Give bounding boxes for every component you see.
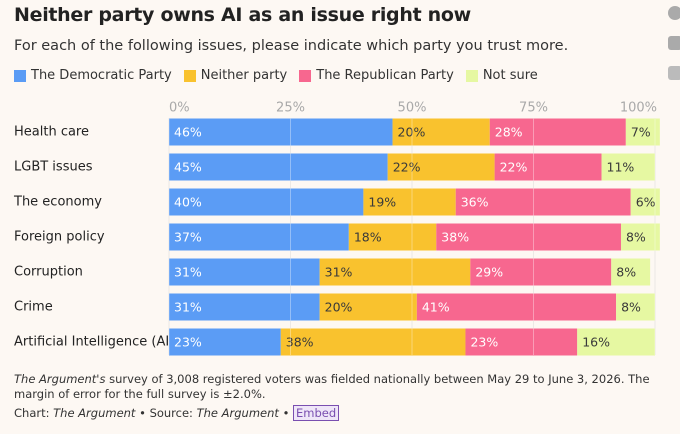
legend: The Democratic Party Neither party The Rep… [14,68,538,83]
x-tick-label: 50% [398,101,427,116]
x-tick-label: 0% [169,101,190,116]
x-tick-label: 75% [519,101,548,116]
y-tick-label: The economy [13,195,102,210]
legend-label: The Republican Party [316,68,454,83]
separator: • [282,406,290,420]
bar-segment [436,223,621,251]
data-label: 45% [174,160,202,175]
y-tick-label: LGBT issues [14,160,93,175]
y-tick-label: Corruption [14,265,83,280]
note-text: survey of 3,008 registered voters was fi… [14,372,650,401]
bar-segment [630,188,660,216]
chart-label: Chart: [14,406,50,420]
bar-segment [169,293,320,321]
data-label: 18% [354,230,382,245]
legend-item: Neither party [183,68,288,83]
source-label: Source: [149,406,193,420]
facebook-icon[interactable] [668,6,680,20]
bar-segment [465,328,578,356]
bar-segment [416,293,617,321]
legend-swatch [183,69,196,82]
data-label: 36% [461,195,489,210]
data-label: 40% [174,195,202,210]
data-label: 22% [500,160,528,175]
data-label: 31% [325,265,353,280]
linkedin-icon[interactable] [668,36,680,50]
data-label: 29% [475,265,503,280]
bar-segment [169,258,320,286]
data-label: 16% [582,335,610,350]
chart-title: Neither party owns AI as an issue right … [14,4,471,26]
bar-segment [392,118,490,146]
bar-segment [319,258,471,286]
data-label: 41% [422,300,450,315]
data-label: 8% [621,300,641,315]
legend-item: Not sure [465,68,538,83]
data-label: 11% [607,160,635,175]
bar-segment [625,118,660,146]
y-tick-label: Crime [14,300,53,315]
chart-subtitle: For each of the following issues, please… [14,38,569,54]
data-label: 38% [286,335,314,350]
bar-segment [489,118,626,146]
y-tick-label: Artificial Intelligence (AI) [14,335,174,350]
bar-segment [169,328,281,356]
legend-label: Not sure [482,68,538,83]
data-label: 38% [441,230,469,245]
bar-segment [348,223,437,251]
bar-segment [470,258,612,286]
data-label: 6% [636,195,656,210]
y-tick-label: Foreign policy [14,230,105,245]
data-label: 28% [495,125,523,140]
bar-segment [455,188,631,216]
bar-segment [169,153,388,181]
bar-segment [387,153,495,181]
credit: Chart: The Argument • Source: The Argume… [14,405,340,421]
data-label: 19% [368,195,396,210]
data-label: 20% [325,300,353,315]
data-label: 20% [398,125,426,140]
y-tick-label: Health care [14,125,89,140]
data-label: 31% [174,265,202,280]
data-label: 8% [616,265,636,280]
x-icon[interactable] [668,66,680,80]
footnote: The Argument's survey of 3,008 registere… [14,372,654,402]
bar-segment [494,153,602,181]
legend-item: The Democratic Party [14,68,172,83]
source: The Argument [196,406,279,420]
x-tick-label: 25% [276,101,305,116]
data-label: 37% [174,230,202,245]
data-label: 23% [470,335,498,350]
data-label: 7% [631,125,651,140]
bar-segment [169,188,364,216]
legend-label: The Democratic Party [31,68,172,83]
data-label: 23% [174,335,202,350]
legend-swatch [299,69,312,82]
bar-segment [577,328,655,356]
legend-swatch [14,69,26,82]
bar-segment [280,328,466,356]
note-source: The Argument's [14,372,106,386]
data-label: 31% [174,300,202,315]
legend-label: Neither party [200,68,288,83]
bar-segment [616,293,655,321]
bar-segment [620,223,660,251]
bar-segment [363,188,456,216]
data-label: 22% [393,160,421,175]
x-tick-label: 100% [620,101,657,116]
bar-segment [169,118,393,146]
legend-item: The Republican Party [299,68,454,83]
data-label: 46% [174,125,202,140]
bar-segment [319,293,417,321]
chart-by: The Argument [53,406,136,420]
embed-button[interactable]: Embed [293,405,340,421]
bar-segment [601,153,655,181]
bar-segment [169,223,349,251]
separator: • [139,406,146,420]
data-label: 8% [626,230,646,245]
legend-swatch [465,69,478,82]
bar-segment [611,258,651,286]
